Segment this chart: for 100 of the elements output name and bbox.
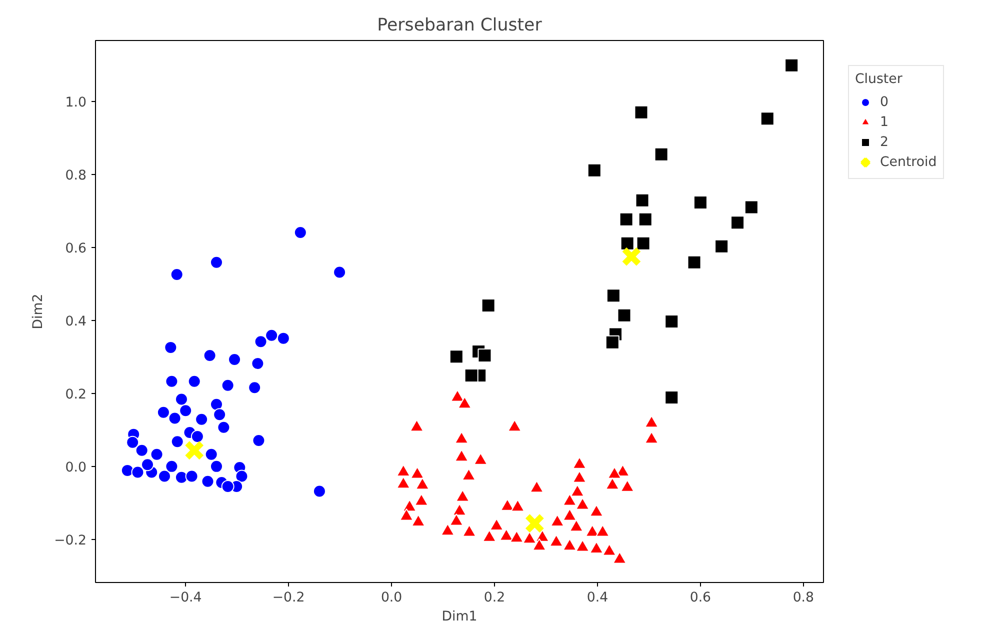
point <box>449 514 464 526</box>
point <box>190 430 204 443</box>
legend-title: Cluster <box>855 72 904 87</box>
point <box>612 552 627 564</box>
y-axis-title: Dim2 <box>31 294 46 330</box>
point <box>265 328 278 342</box>
point <box>510 499 525 512</box>
point <box>254 335 268 348</box>
point <box>474 452 488 465</box>
point <box>576 539 590 552</box>
x-tick-label: −0.2 <box>272 590 305 606</box>
point <box>654 147 668 162</box>
point <box>620 236 634 250</box>
point <box>235 470 248 483</box>
point <box>481 298 496 312</box>
x-tick-label: 0.2 <box>484 590 506 606</box>
point <box>158 470 171 483</box>
point <box>213 408 226 422</box>
point <box>195 412 208 426</box>
point <box>402 499 417 512</box>
point <box>621 246 642 267</box>
point <box>634 105 648 120</box>
legend-label: 0 <box>880 94 890 110</box>
point <box>210 398 223 411</box>
point <box>500 498 514 511</box>
point <box>638 212 652 226</box>
point <box>619 212 634 226</box>
point <box>644 415 659 428</box>
point <box>156 406 170 419</box>
point <box>185 470 198 483</box>
point <box>164 340 178 354</box>
point <box>589 504 604 517</box>
point <box>201 474 214 488</box>
x-tick-label: 0.8 <box>792 590 814 606</box>
point <box>204 448 218 461</box>
point <box>524 513 545 534</box>
point <box>188 374 201 388</box>
point <box>210 460 223 473</box>
y-tick-label: 0.2 <box>65 387 87 402</box>
point <box>141 458 154 472</box>
point <box>217 420 230 434</box>
point <box>165 374 178 388</box>
point <box>562 493 577 506</box>
legend-label: 1 <box>880 114 890 130</box>
point <box>576 497 590 510</box>
point <box>440 523 455 536</box>
point <box>562 538 577 551</box>
point <box>635 193 650 208</box>
x-axis-title: Dim1 <box>442 610 478 624</box>
point <box>135 444 148 457</box>
y-tick-label: 0.0 <box>65 460 87 476</box>
point <box>596 524 610 537</box>
point <box>522 531 537 544</box>
point <box>664 314 679 329</box>
point <box>454 449 469 462</box>
point <box>276 332 290 345</box>
y-tick-label: 0.8 <box>65 168 87 184</box>
point <box>589 541 604 554</box>
point <box>532 538 546 551</box>
point <box>605 477 620 490</box>
point <box>620 480 634 492</box>
point <box>572 470 586 483</box>
point <box>221 378 234 392</box>
point <box>569 519 584 532</box>
point <box>251 357 264 370</box>
y-tick-label: 0.4 <box>65 314 87 330</box>
point <box>450 389 464 402</box>
legend-label: 2 <box>880 134 890 150</box>
x-tick-label: 0.6 <box>690 590 712 606</box>
point <box>168 412 182 425</box>
point <box>126 436 140 449</box>
point <box>607 466 622 479</box>
point <box>184 440 204 460</box>
point <box>170 268 184 281</box>
point <box>499 528 514 541</box>
point <box>644 431 659 444</box>
point <box>478 348 492 362</box>
point <box>664 390 679 404</box>
point <box>312 484 326 498</box>
y-tick-label: −0.2 <box>54 533 87 548</box>
point <box>490 518 504 531</box>
point <box>570 484 584 497</box>
point <box>617 308 632 322</box>
point <box>252 434 266 448</box>
chart-title: Persebaran Cluster <box>377 16 543 36</box>
point <box>150 448 164 461</box>
point <box>131 466 144 479</box>
point <box>550 514 564 527</box>
point <box>510 530 524 543</box>
point <box>174 392 188 406</box>
point <box>458 396 472 409</box>
point <box>221 480 234 493</box>
point <box>784 58 799 72</box>
point <box>562 508 577 521</box>
point <box>693 196 708 210</box>
point <box>165 460 178 473</box>
point <box>410 466 424 479</box>
point <box>414 493 428 506</box>
point <box>449 350 464 364</box>
point <box>730 216 745 230</box>
